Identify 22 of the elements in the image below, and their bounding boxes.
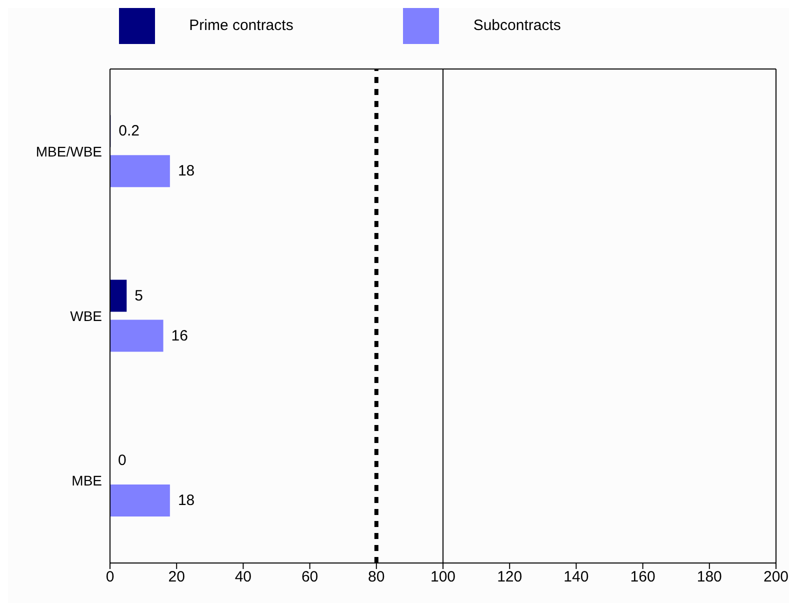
legend-label: Subcontracts [473,16,561,34]
legend-label: Prime contracts [189,16,294,34]
x-tick-label: 200 [763,568,789,586]
data-label: 16 [171,327,188,344]
data-label: 5 [134,287,143,304]
y-tick-label: MBE/WBE [36,143,102,160]
x-tick-label: 40 [234,568,252,586]
x-tick-label: 160 [630,568,656,586]
x-tick-label: 60 [301,568,318,586]
x-tick-label: 20 [168,568,185,586]
x-tick-label: 140 [564,568,589,586]
y-tick-label: WBE [70,308,102,324]
data-label: 18 [178,162,195,180]
x-tick-label: 100 [430,568,456,586]
x-tick-label: 0 [106,568,114,586]
data-label: 0.2 [118,122,140,140]
data-label: 18 [178,492,195,509]
x-tick-label: 180 [696,568,722,586]
x-tick-label: 80 [368,568,385,586]
x-tick-label: 120 [497,568,522,586]
y-tick-label: MBE [72,472,102,489]
data-label: 0 [118,452,126,469]
